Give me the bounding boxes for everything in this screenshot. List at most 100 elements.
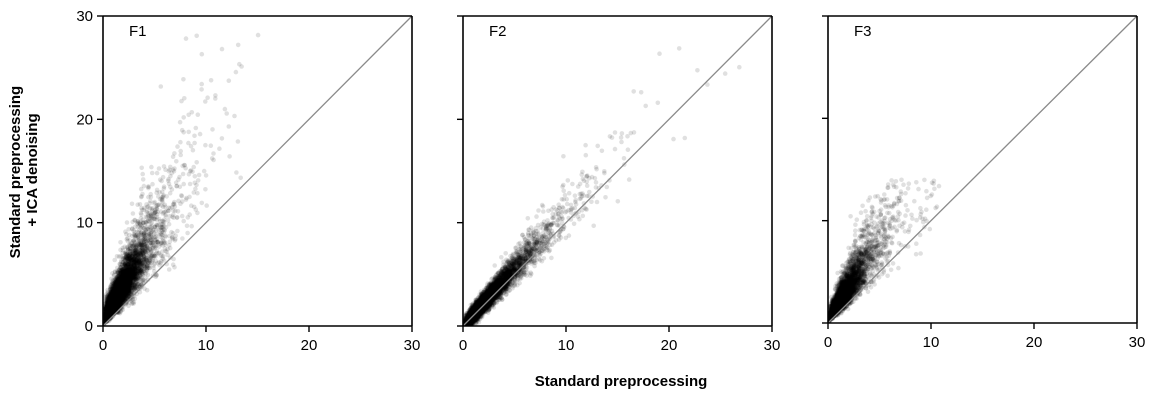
data-point [113, 300, 118, 305]
data-point [134, 271, 139, 277]
data-point [112, 297, 117, 302]
data-point [111, 296, 116, 302]
data-point [160, 204, 166, 210]
data-point [138, 260, 144, 266]
data-point [149, 224, 154, 229]
data-point [158, 84, 164, 89]
data-point [108, 297, 113, 303]
data-point [119, 288, 124, 293]
data-point [116, 292, 121, 297]
data-point [121, 281, 126, 287]
data-point [114, 290, 120, 296]
data-point [113, 294, 119, 300]
data-point [132, 286, 137, 292]
data-point [118, 247, 123, 253]
data-point [103, 306, 108, 312]
data-point [108, 308, 114, 314]
data-point [140, 171, 145, 177]
data-point [116, 292, 121, 298]
data-point [159, 224, 165, 230]
data-point [124, 289, 130, 294]
data-point [128, 276, 133, 281]
data-point [118, 285, 124, 291]
data-point [122, 277, 128, 283]
data-point [213, 93, 218, 98]
data-point [147, 201, 153, 206]
data-point [193, 125, 199, 131]
data-point [110, 289, 115, 295]
data-point [130, 243, 135, 249]
data-point [117, 290, 123, 296]
data-point [120, 270, 125, 275]
data-point [110, 293, 116, 298]
data-point [118, 296, 123, 302]
data-point [159, 258, 164, 264]
data-point [160, 196, 165, 202]
data-point [114, 293, 120, 299]
data-point [112, 294, 117, 300]
data-point [142, 249, 148, 254]
data-point [111, 306, 117, 311]
data-point [140, 271, 145, 277]
data-point [107, 306, 113, 312]
data-point [115, 279, 120, 284]
data-point [210, 127, 215, 132]
data-point [125, 278, 130, 284]
data-point [109, 292, 114, 298]
data-point [132, 260, 138, 266]
data-point [186, 129, 191, 135]
data-point [119, 285, 124, 290]
data-point [152, 214, 158, 219]
data-point [115, 305, 120, 310]
data-point [115, 282, 121, 288]
data-point [132, 217, 138, 223]
data-point [114, 291, 120, 297]
data-point [113, 291, 118, 297]
data-point [159, 240, 164, 245]
data-point [125, 252, 130, 257]
data-point [117, 291, 123, 297]
data-point [131, 257, 136, 262]
data-point [105, 301, 111, 306]
data-point [110, 278, 115, 283]
data-point [136, 257, 141, 263]
data-point [117, 286, 123, 292]
data-point [115, 295, 120, 300]
data-point [124, 273, 129, 279]
data-point [125, 236, 130, 241]
data-point [113, 301, 118, 306]
data-point [108, 292, 113, 297]
data-point [116, 298, 122, 304]
data-point [116, 277, 121, 282]
data-point [180, 171, 186, 177]
data-point [120, 282, 126, 287]
data-point [109, 296, 115, 302]
data-point [140, 225, 146, 231]
data-point [111, 299, 117, 305]
data-point [109, 297, 115, 303]
data-point [113, 301, 118, 307]
data-point [107, 308, 113, 314]
data-point [112, 304, 118, 310]
data-point [141, 268, 147, 274]
data-point [120, 267, 125, 273]
data-point [120, 289, 125, 294]
data-point [128, 281, 133, 286]
data-point [112, 286, 117, 291]
data-point [129, 243, 135, 249]
data-point [111, 302, 116, 307]
data-point [140, 242, 146, 248]
data-point [187, 212, 192, 217]
data-point [127, 265, 132, 271]
data-point [122, 268, 127, 274]
data-point [154, 170, 160, 176]
data-point [112, 300, 118, 305]
data-point [160, 227, 166, 233]
data-point [130, 258, 136, 263]
data-point [107, 294, 112, 299]
data-point [109, 309, 114, 315]
data-point [106, 297, 111, 302]
data-point [155, 239, 160, 245]
data-point [127, 277, 132, 283]
data-point [109, 303, 115, 308]
